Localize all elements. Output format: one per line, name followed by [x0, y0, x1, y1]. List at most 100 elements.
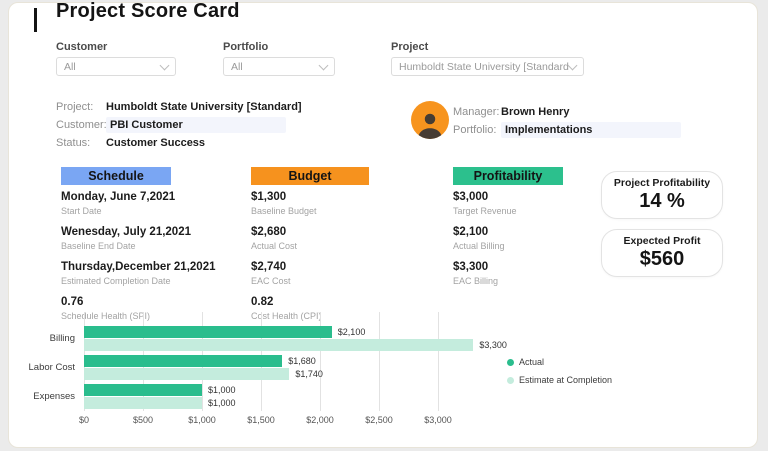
chevron-down-icon — [159, 60, 170, 70]
manager-info-manager-label: Manager: — [453, 106, 500, 118]
gridline — [320, 312, 321, 411]
chevron-down-icon — [318, 60, 329, 70]
gridline — [438, 312, 439, 411]
person-icon — [418, 113, 442, 139]
bar-value-label: $1,000 — [208, 385, 236, 395]
legend-label: Actual — [519, 357, 545, 367]
customer-filter-value: All — [64, 60, 76, 73]
project-info-row-customer: Customer: PBI Customer — [56, 117, 286, 133]
bar-value-label: $1,680 — [288, 356, 316, 366]
legend-dot-icon — [507, 376, 514, 384]
kpi-items: $3,000 Target Revenue $2,100 Actual Billing… — [453, 190, 643, 287]
x-tick-label: $2,500 — [365, 415, 393, 425]
kpi-value: $2,740 — [251, 261, 287, 273]
gridline — [379, 312, 380, 411]
category-label: Expenses — [33, 391, 75, 402]
kpi-label: Start Date — [61, 206, 102, 216]
kpi-label: Baseline End Date — [61, 241, 136, 251]
cost-billing-chart: $0 $500 $1,000 $1,500 $2,000 $2,500 $3,000 $2,1… — [9, 303, 768, 438]
kpi-item: $1,300 Baseline Budget — [251, 190, 441, 217]
bar-billing-eac — [84, 339, 474, 351]
title-accent-bar — [34, 8, 37, 32]
kpi-label: Baseline Budget — [251, 206, 317, 216]
filter-project: Project Humboldt State University [Standa… — [391, 41, 584, 76]
project-filter-value: Humboldt State University [Standard] — [399, 60, 569, 73]
filter-project-label: Project — [391, 41, 429, 53]
legend-item-actual: Actual — [507, 357, 544, 367]
filter-customer: Customer All — [56, 41, 176, 76]
legend-label: Estimate at Completion — [519, 375, 613, 385]
filter-portfolio: Portfolio All — [223, 41, 335, 76]
chevron-down-icon — [567, 60, 578, 70]
kpi-value: 0.76 — [61, 296, 84, 308]
kpi-label: EAC Billing — [453, 276, 499, 286]
kpi-value: $3,000 — [453, 191, 489, 203]
category-label: Labor Cost — [28, 362, 75, 373]
summary-card-value: $560 — [639, 248, 685, 270]
bar-expenses-actual — [84, 384, 202, 396]
kpi-value: Wenesday, July 21,2021 — [61, 226, 191, 238]
x-tick-label: $1,000 — [188, 415, 216, 425]
kpi-item: $3,000 Target Revenue — [453, 190, 643, 217]
project-info-project-value: Humboldt State University [Standard] — [106, 101, 302, 113]
kpi-value: Thursday,December 21,2021 — [61, 261, 216, 273]
kpi-column-schedule: Schedule Monday, June 7,2021 Start Date Wen… — [61, 167, 251, 330]
customer-filter-dropdown[interactable]: All — [56, 57, 176, 76]
kpi-value: 0.82 — [251, 296, 274, 308]
x-tick-label: $2,000 — [306, 415, 334, 425]
kpi-item: Monday, June 7,2021 Start Date — [61, 190, 251, 217]
bar-value-label: $1,000 — [208, 398, 236, 408]
kpi-label: Schedule Health (SPI) — [61, 311, 151, 321]
bar-value-label: $1,740 — [295, 369, 323, 379]
manager-avatar — [411, 101, 449, 139]
kpi-column-budget: Budget $1,300 Baseline Budget $2,680 Actual … — [251, 167, 441, 330]
kpi-label: EAC Cost — [251, 276, 291, 286]
portfolio-filter-dropdown[interactable]: All — [223, 57, 335, 76]
project-info-project-label: Project: — [56, 101, 94, 113]
kpi-label: Estimated Completion Date — [61, 276, 171, 286]
scorecard-panel: Project Score Card Customer All Portfolio A… — [8, 0, 758, 448]
bar-labor-cost-actual — [84, 355, 283, 367]
category-label: Billing — [49, 333, 75, 344]
project-info-status-label: Status: — [56, 137, 91, 149]
page-title: Project Score Card — [56, 0, 240, 22]
kpi-item: $2,100 Actual Billing — [453, 225, 643, 252]
x-tick-label: $0 — [78, 415, 89, 425]
kpi-label: Cost Health (CPI) — [251, 311, 322, 321]
summary-card-0: Project Profitability 14 % — [601, 171, 723, 219]
project-filter-dropdown[interactable]: Humboldt State University [Standard] — [391, 57, 584, 76]
bar-labor-cost-eac — [84, 368, 290, 380]
kpi-header-schedule: Schedule — [61, 167, 171, 185]
kpi-label: Actual Billing — [453, 241, 505, 251]
kpi-label: Target Revenue — [453, 206, 517, 216]
summary-card-value: 14 % — [639, 190, 685, 212]
kpi-items: $1,300 Baseline Budget $2,680 Actual Cost $2… — [251, 190, 441, 322]
kpi-item: $2,740 EAC Cost — [251, 260, 441, 287]
kpi-item: 0.82 Cost Health (CPI) — [251, 295, 441, 322]
kpi-item: Thursday,December 21,2021 Estimated Compl… — [61, 260, 251, 287]
manager-info-row-portfolio: Portfolio: Implementations — [453, 122, 681, 138]
x-tick-label: $1,500 — [247, 415, 275, 425]
kpi-value: $1,300 — [251, 191, 287, 203]
manager-info-portfolio-label: Portfolio: — [453, 124, 497, 136]
project-info-row-project: Project: Humboldt State University [Stand… — [56, 99, 302, 115]
project-info-customer-value: PBI Customer — [106, 117, 286, 133]
kpi-item: 0.76 Schedule Health (SPI) — [61, 295, 251, 322]
bar-expenses-eac — [84, 397, 202, 409]
kpi-item: $2,680 Actual Cost — [251, 225, 441, 252]
project-info-customer-label: Customer: — [56, 119, 107, 131]
project-info-status-value: Customer Success — [106, 137, 206, 149]
manager-info-row-manager: Manager: Brown Henry — [453, 104, 569, 120]
summary-card-label: Project Profitability — [613, 177, 711, 189]
project-info-row-status: Status: Customer Success — [56, 135, 205, 151]
manager-info-portfolio-value: Implementations — [501, 122, 681, 138]
portfolio-filter-value: All — [231, 60, 243, 73]
kpi-label: Actual Cost — [251, 241, 298, 251]
summary-card-1: Expected Profit $560 — [601, 229, 723, 277]
kpi-value: Monday, June 7,2021 — [61, 191, 176, 203]
x-tick-label: $3,000 — [424, 415, 452, 425]
x-tick-label: $500 — [132, 415, 154, 425]
legend-item-eac: Estimate at Completion — [507, 375, 612, 385]
kpi-value: $2,100 — [453, 226, 489, 238]
kpi-item: Wenesday, July 21,2021 Baseline End Date — [61, 225, 251, 252]
